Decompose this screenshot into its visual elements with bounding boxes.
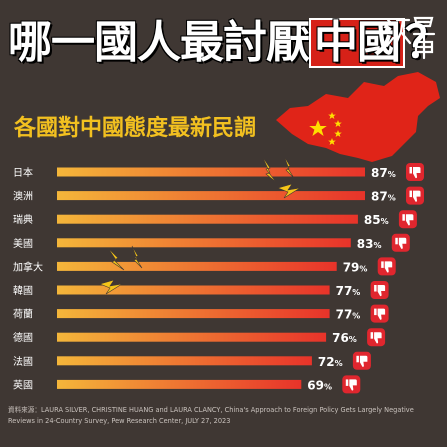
bar xyxy=(57,261,337,271)
bars-group: 日本 87% 澳洲 87% 瑞典 85% 美國 83% 加拿大 79% 韓國 77% 荷蘭 77% 德國 76… xyxy=(13,163,424,394)
bar xyxy=(57,356,312,366)
category-label: 瑞典 xyxy=(13,213,33,226)
bar xyxy=(57,379,302,389)
bar xyxy=(57,285,330,295)
lightning-icon xyxy=(277,183,301,199)
icon-hand xyxy=(413,167,421,179)
lightning-icon xyxy=(131,245,143,269)
bar xyxy=(57,191,365,201)
bar xyxy=(57,309,330,319)
icon-cuff xyxy=(345,379,349,386)
source-note: 資料來源：LAURA SILVER, CHRISTINE HUANG and L… xyxy=(8,406,414,425)
category-label: 日本 xyxy=(13,166,33,179)
thumbs-down-icon xyxy=(370,304,389,323)
value-label: 83% xyxy=(357,237,382,251)
category-label: 韓國 xyxy=(13,285,33,297)
icon-cuff xyxy=(395,237,398,245)
icon-cuff xyxy=(374,308,377,316)
icon-cuff xyxy=(374,285,377,292)
icon-hand xyxy=(359,355,368,367)
category-label: 美國 xyxy=(13,237,33,250)
icon-hand xyxy=(413,190,421,202)
signature-logo xyxy=(384,16,436,60)
icon-hand xyxy=(398,237,407,249)
category-label: 澳洲 xyxy=(13,190,33,203)
icon-hand xyxy=(349,379,357,391)
icon-hand xyxy=(377,308,386,320)
value-label: 87% xyxy=(371,166,396,180)
value-label: 77% xyxy=(336,284,361,298)
icon-cuff xyxy=(409,167,412,174)
lightning-icon xyxy=(99,279,123,295)
value-label: 87% xyxy=(371,190,396,204)
value-label: 69% xyxy=(307,378,332,392)
value-label: 72% xyxy=(318,355,343,369)
category-label: 德國 xyxy=(13,331,33,344)
category-label: 英國 xyxy=(13,378,33,391)
thumbs-down-icon xyxy=(367,328,386,347)
icon-hand xyxy=(377,285,386,297)
icon-cuff xyxy=(381,261,384,268)
category-label: 荷蘭 xyxy=(13,308,33,321)
lightning-decorations xyxy=(99,158,301,295)
lightning-icon xyxy=(284,158,295,179)
value-label: 79% xyxy=(343,260,368,274)
bar-chart: 日本 87% 澳洲 87% 瑞典 85% 美國 83% 加拿大 79% 韓國 77% 荷蘭 77% 德國 76… xyxy=(13,158,424,394)
icon-hand xyxy=(405,214,414,226)
bar xyxy=(57,214,358,224)
title-prefix: 哪一國人最討厭 xyxy=(8,17,310,68)
value-label: 77% xyxy=(336,308,361,322)
icon-hand xyxy=(374,332,382,344)
lightning-icon xyxy=(107,247,125,271)
thumbs-down-icon xyxy=(391,233,410,252)
icon-cuff xyxy=(409,190,412,198)
thumbs-down-icon xyxy=(406,163,424,181)
icon-cuff xyxy=(402,214,405,221)
bar xyxy=(57,332,327,342)
thumbs-down-icon xyxy=(342,375,361,394)
icon-hand xyxy=(384,261,393,273)
value-label: 76% xyxy=(332,331,357,345)
lightning-icon xyxy=(262,158,277,183)
thumbs-down-icon xyxy=(406,186,424,205)
bar xyxy=(57,238,351,248)
category-label: 加拿大 xyxy=(13,260,43,273)
thumbs-down-icon xyxy=(370,281,389,299)
thumbs-down-icon xyxy=(352,351,371,370)
thumbs-down-icon xyxy=(377,257,396,276)
value-label: 85% xyxy=(364,213,389,227)
subtitle: 各國對中國態度最新民調 xyxy=(14,116,257,141)
china-map-flag xyxy=(276,72,440,162)
icon-cuff xyxy=(370,332,374,339)
icon-cuff xyxy=(356,355,359,363)
thumbs-down-icon xyxy=(398,210,417,229)
bar xyxy=(57,167,365,177)
category-label: 法國 xyxy=(13,355,33,368)
